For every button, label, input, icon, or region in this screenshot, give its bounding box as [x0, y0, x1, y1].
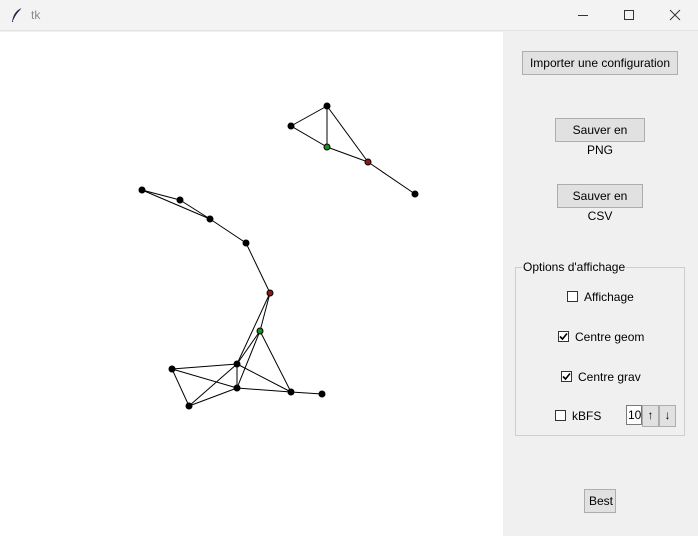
graph-node	[287, 122, 295, 130]
graph-node	[287, 388, 295, 396]
centre-grav-label: Centre grav	[578, 370, 641, 384]
centre-geom-label: Centre geom	[575, 330, 645, 344]
centre-geom-checkbox[interactable]	[558, 331, 569, 342]
kbfs-checkbox[interactable]	[555, 410, 566, 421]
check-icon	[562, 372, 571, 381]
display-options-title: Options d'affichage	[522, 260, 627, 274]
graph-node	[206, 215, 214, 223]
centre-grav-checkbox[interactable]	[561, 371, 572, 382]
best-button[interactable]: Best	[584, 489, 616, 513]
graph-node	[176, 196, 184, 204]
save-csv-button[interactable]: Sauver en CSV	[557, 184, 643, 223]
kbfs-decrement-button[interactable]: ↓	[659, 405, 676, 427]
graph-node	[242, 239, 250, 247]
centre-geom-marker	[256, 327, 264, 335]
graph-node	[185, 402, 193, 410]
display-options-group: Options d'affichage Affichage Centre geo…	[515, 260, 685, 436]
kbfs-increment-button[interactable]: ↑	[642, 405, 659, 427]
centre-grav-option[interactable]: Centre grav	[561, 370, 641, 386]
graph-canvas[interactable]	[0, 32, 503, 536]
graph-nodes	[138, 102, 419, 410]
graph-node	[138, 186, 146, 194]
import-config-button[interactable]: Importer une configuration	[522, 51, 678, 75]
centre-geom-marker	[323, 143, 331, 151]
affichage-label: Affichage	[584, 290, 634, 304]
graph-node	[233, 384, 241, 392]
graph-node	[233, 360, 241, 368]
graph-node	[168, 365, 176, 373]
maximize-icon	[624, 10, 634, 20]
graph-edges	[141, 105, 416, 407]
feather-icon	[10, 7, 24, 23]
kbfs-label: kBFS	[572, 409, 602, 423]
minimize-icon	[578, 15, 588, 16]
kbfs-option[interactable]: kBFS	[555, 409, 601, 425]
title-bar: tk	[0, 0, 698, 31]
centre-grav-marker	[266, 289, 274, 297]
graph-node	[323, 102, 331, 110]
affichage-option[interactable]: Affichage	[567, 290, 634, 306]
graph-drawing	[138, 102, 419, 410]
graph-node	[318, 390, 326, 398]
maximize-button[interactable]	[606, 0, 652, 31]
check-icon	[559, 332, 568, 341]
close-button[interactable]	[652, 0, 698, 31]
centre-grav-marker	[364, 158, 372, 166]
graph-node	[411, 190, 419, 198]
save-png-button[interactable]: Sauver en PNG	[555, 118, 645, 157]
control-panel: Importer une configuration Sauver en PNG…	[503, 32, 698, 536]
close-icon	[669, 9, 681, 21]
minimize-button[interactable]	[560, 0, 606, 31]
kbfs-value-input[interactable]: 10	[626, 405, 642, 425]
window-title: tk	[31, 8, 41, 22]
affichage-checkbox[interactable]	[567, 291, 578, 302]
centre-geom-option[interactable]: Centre geom	[558, 330, 644, 346]
